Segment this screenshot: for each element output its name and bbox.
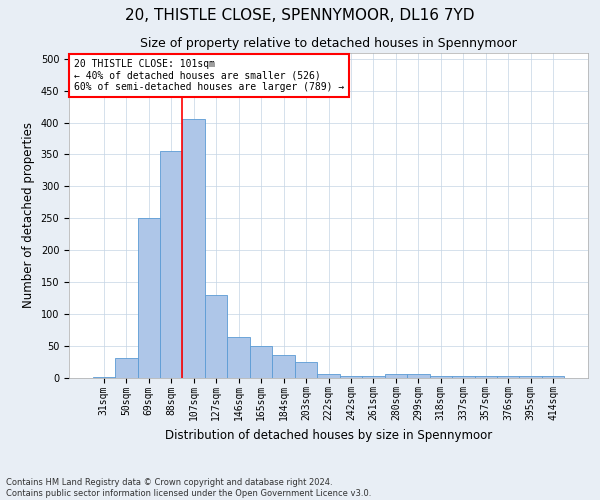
Bar	[92, 377, 115, 378]
Bar	[272, 355, 295, 378]
Bar	[542, 376, 565, 378]
Bar	[340, 376, 362, 378]
Text: 20, THISTLE CLOSE, SPENNYMOOR, DL16 7YD: 20, THISTLE CLOSE, SPENNYMOOR, DL16 7YD	[125, 8, 475, 22]
Text: Contains HM Land Registry data © Crown copyright and database right 2024.
Contai: Contains HM Land Registry data © Crown c…	[6, 478, 371, 498]
Bar	[385, 374, 407, 378]
Bar	[250, 346, 272, 378]
Bar	[362, 376, 385, 378]
Title: Size of property relative to detached houses in Spennymoor: Size of property relative to detached ho…	[140, 37, 517, 50]
X-axis label: Distribution of detached houses by size in Spennymoor: Distribution of detached houses by size …	[165, 428, 492, 442]
Bar	[160, 152, 182, 378]
Bar	[115, 358, 137, 378]
Bar	[430, 376, 452, 378]
Bar	[317, 374, 340, 378]
Bar	[182, 120, 205, 378]
Bar	[205, 294, 227, 378]
Bar	[295, 362, 317, 378]
Bar	[452, 376, 475, 378]
Bar	[407, 374, 430, 378]
Bar	[520, 376, 542, 378]
Y-axis label: Number of detached properties: Number of detached properties	[22, 122, 35, 308]
Bar	[475, 376, 497, 378]
Bar	[137, 218, 160, 378]
Text: 20 THISTLE CLOSE: 101sqm
← 40% of detached houses are smaller (526)
60% of semi-: 20 THISTLE CLOSE: 101sqm ← 40% of detach…	[74, 59, 344, 92]
Bar	[227, 338, 250, 378]
Bar	[497, 376, 520, 378]
